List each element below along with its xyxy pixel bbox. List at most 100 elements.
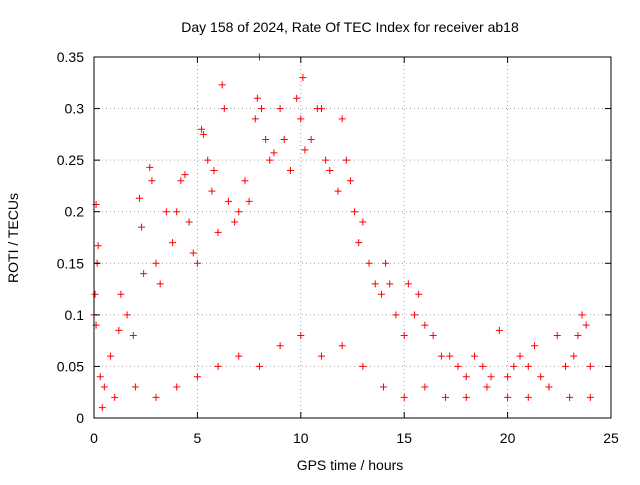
data-point xyxy=(210,166,218,174)
data-point xyxy=(411,311,419,319)
data-point xyxy=(421,321,429,329)
data-point xyxy=(198,125,206,133)
data-point xyxy=(94,242,102,250)
data-point xyxy=(446,352,454,360)
data-point xyxy=(117,290,125,298)
chart-title: Day 158 of 2024, Rate Of TEC Index for r… xyxy=(181,19,519,35)
data-point xyxy=(100,383,108,391)
data-point xyxy=(299,74,307,82)
data-point xyxy=(235,352,243,360)
data-point xyxy=(138,223,146,231)
data-point xyxy=(530,342,538,350)
data-point xyxy=(214,228,222,236)
data-point xyxy=(156,280,164,288)
data-point xyxy=(462,393,470,401)
data-point xyxy=(355,239,363,247)
data-point xyxy=(251,115,259,123)
data-point xyxy=(297,115,305,123)
data-point xyxy=(586,393,594,401)
data-point xyxy=(338,115,346,123)
data-point xyxy=(334,187,342,195)
data-point xyxy=(152,393,160,401)
data-point xyxy=(351,208,359,216)
x-tick-label: 15 xyxy=(396,430,412,446)
data-point xyxy=(245,197,253,205)
data-point xyxy=(392,311,400,319)
y-tick-label: 0.25 xyxy=(57,152,84,168)
data-point xyxy=(471,352,479,360)
data-point xyxy=(382,259,390,267)
data-point xyxy=(220,105,228,113)
data-point xyxy=(181,171,189,179)
data-point xyxy=(276,105,284,113)
y-tick-label: 0.05 xyxy=(57,358,84,374)
data-point xyxy=(162,208,170,216)
data-point xyxy=(359,362,367,370)
data-point xyxy=(545,383,553,391)
data-point xyxy=(404,280,412,288)
data-point xyxy=(200,130,208,138)
data-point xyxy=(400,393,408,401)
data-point xyxy=(297,331,305,339)
x-tick-label: 0 xyxy=(90,430,98,446)
data-point xyxy=(516,352,524,360)
data-point xyxy=(483,383,491,391)
data-point xyxy=(582,321,590,329)
data-point xyxy=(235,208,243,216)
data-point xyxy=(96,373,104,381)
data-point xyxy=(129,331,137,339)
data-point xyxy=(231,218,239,226)
data-point xyxy=(346,177,354,185)
data-point xyxy=(322,156,330,164)
data-point xyxy=(146,163,154,171)
y-tick-label: 0.3 xyxy=(65,101,85,117)
data-point xyxy=(98,404,106,412)
data-point xyxy=(266,156,274,164)
x-tick-label: 5 xyxy=(194,430,202,446)
data-point xyxy=(510,362,518,370)
data-point xyxy=(386,280,394,288)
data-point xyxy=(462,373,470,381)
data-point xyxy=(574,331,582,339)
data-point xyxy=(253,94,261,102)
data-point xyxy=(365,259,373,267)
y-tick-label: 0 xyxy=(76,410,84,426)
data-point xyxy=(169,239,177,247)
data-point xyxy=(258,105,266,113)
data-point xyxy=(280,136,288,144)
data-point xyxy=(276,342,284,350)
data-point xyxy=(562,362,570,370)
data-point xyxy=(123,311,131,319)
data-point xyxy=(380,383,388,391)
data-point xyxy=(495,326,503,334)
data-point xyxy=(586,362,594,370)
data-point xyxy=(301,146,309,154)
data-point xyxy=(400,331,408,339)
data-point xyxy=(148,177,156,185)
data-point xyxy=(140,270,148,278)
data-point xyxy=(570,352,578,360)
x-axis-label: GPS time / hours xyxy=(297,457,404,473)
data-point xyxy=(342,156,350,164)
data-point xyxy=(293,94,301,102)
data-point xyxy=(270,149,278,157)
data-point xyxy=(262,136,270,144)
data-point xyxy=(371,280,379,288)
data-point xyxy=(115,326,123,334)
data-points xyxy=(90,53,594,412)
data-point xyxy=(189,249,197,257)
data-point xyxy=(524,362,532,370)
y-axis-label: ROTI / TECUs xyxy=(5,193,21,283)
axis-ticks: 0 5 10 15 20 25 0 0.05 0.1 0.15 0.2 0.25 0.3 0.35 xyxy=(57,49,619,446)
data-point xyxy=(173,208,181,216)
data-point xyxy=(537,373,545,381)
data-point xyxy=(111,393,119,401)
data-point xyxy=(421,383,429,391)
data-point xyxy=(224,197,232,205)
data-point xyxy=(504,373,512,381)
data-point xyxy=(524,393,532,401)
data-point xyxy=(415,290,423,298)
data-point xyxy=(442,393,450,401)
data-point xyxy=(359,218,367,226)
